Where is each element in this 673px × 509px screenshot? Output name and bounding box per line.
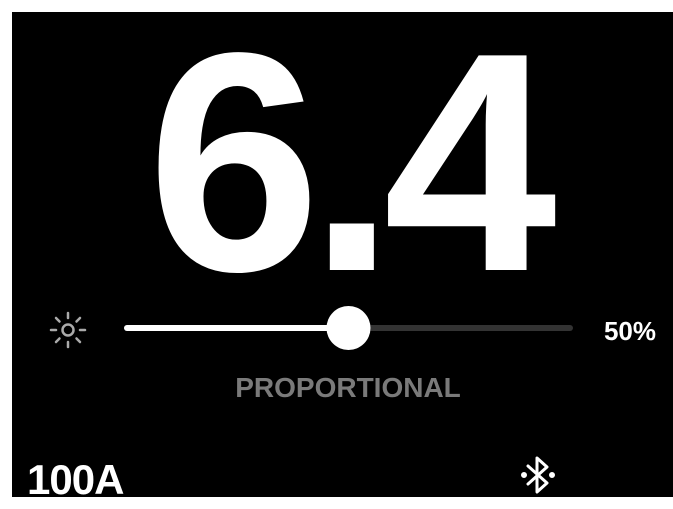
reading: 6.4 (147, 0, 559, 337)
brightness-slider[interactable] (124, 306, 573, 350)
brightness-label: 50% (604, 316, 656, 346)
screen (12, 12, 673, 497)
bluetooth-icon (521, 456, 555, 494)
rating-label: 100A (27, 456, 124, 503)
brightness-icon (49, 311, 87, 349)
slider-knob[interactable] (326, 306, 371, 350)
mode-label: PROPORTIONAL (235, 372, 461, 403)
